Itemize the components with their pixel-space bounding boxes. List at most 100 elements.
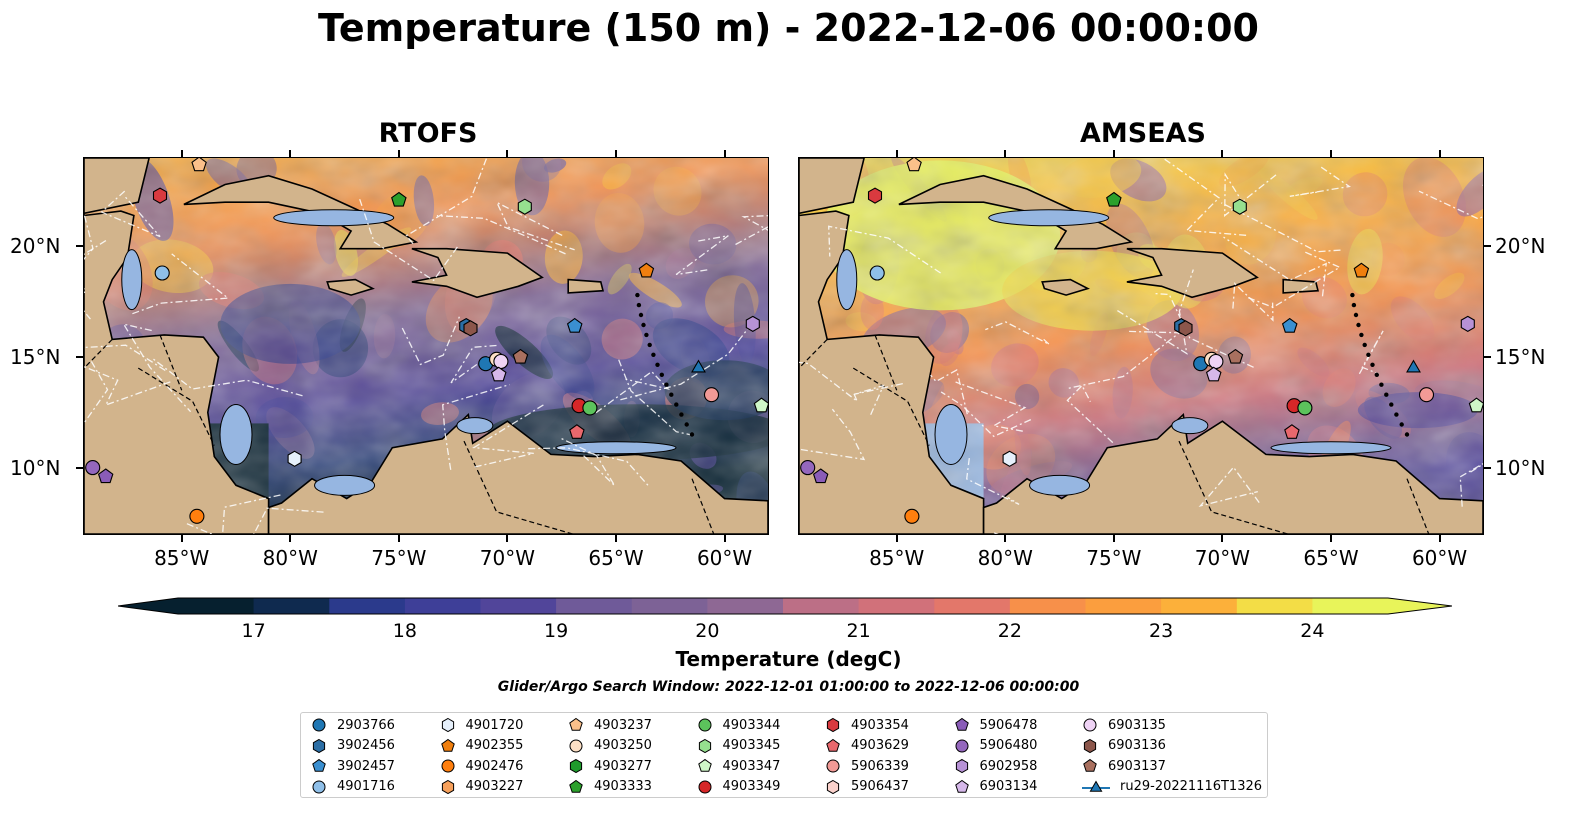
- legend-marker-pentagon-icon: [954, 779, 969, 793]
- float-marker-4903347: [1468, 397, 1483, 413]
- y-tick-mark: [76, 356, 83, 359]
- float-marker-4903333: [1106, 191, 1122, 207]
- legend-item: 4901720: [440, 717, 524, 733]
- x-tick-mark-top: [1004, 150, 1007, 157]
- colorbar-bin: [783, 598, 860, 614]
- land-jamaica: [1041, 278, 1090, 296]
- map-panel-amseas[interactable]: [798, 157, 1484, 535]
- legend-item: 6903135: [1082, 717, 1166, 733]
- legend-item: 4901716: [311, 779, 395, 795]
- legend-item: 4903629: [825, 738, 909, 754]
- x-tick-mark: [615, 535, 617, 542]
- legend-marker-pentagon-icon: [312, 758, 326, 772]
- y-tick-label-right: 20°N: [1495, 234, 1546, 259]
- colorbar-bin: [178, 598, 255, 614]
- colorbar-tick-label: 23: [1149, 620, 1174, 642]
- colorbar-bin: [253, 598, 330, 614]
- legend-marker-circle-icon: [312, 780, 326, 793]
- x-tick-mark-top: [1330, 150, 1332, 157]
- colorbar-bin: [1312, 598, 1389, 614]
- colorbar: [117, 594, 1453, 618]
- float-marker-6903136: [1178, 320, 1193, 337]
- colorbar-bin: [934, 598, 1011, 614]
- colorbar-bin: [1236, 598, 1313, 614]
- float-marker-6902958: [745, 315, 760, 333]
- legend-item: 4903347: [697, 758, 780, 774]
- x-tick-mark-top: [1221, 150, 1224, 157]
- x-tick-mark: [397, 535, 400, 542]
- legend-label: 4903349: [722, 779, 781, 794]
- x-tick-mark-top: [397, 150, 400, 157]
- x-tick-mark: [895, 535, 898, 542]
- x-tick-mark: [1004, 535, 1007, 542]
- y-tick-label-left: 10°N: [10, 455, 61, 480]
- legend-item: 5906437: [825, 779, 909, 795]
- legend-label: 4901716: [337, 779, 395, 794]
- legend-item: 6903134: [954, 779, 1038, 795]
- float-marker-4903354: [867, 187, 883, 204]
- land-hispaniola: [1126, 247, 1259, 299]
- y-tick-label-right: 15°N: [1495, 345, 1546, 370]
- float-marker-4903344: [1297, 400, 1313, 416]
- colorbar-tick-label: 22: [997, 620, 1022, 642]
- legend-item: 3902457: [311, 758, 395, 774]
- float-marker-6903135: [493, 353, 509, 370]
- legend-label: 4903354: [851, 717, 909, 733]
- colorbar-bin: [1009, 598, 1086, 614]
- colorbar-tick-label: 24: [1300, 620, 1325, 642]
- legend-label: 6903134: [979, 779, 1038, 794]
- legend-label: 4903344: [722, 717, 781, 733]
- x-tick-label: 70°W: [1194, 546, 1251, 570]
- colorbar-tick-label: 19: [544, 620, 569, 642]
- float-marker-4902355: [1353, 262, 1370, 278]
- map-panel-rtofs[interactable]: [83, 157, 769, 535]
- legend-marker-hexagon-icon: [698, 738, 711, 753]
- legend-item: 4903349: [697, 779, 781, 795]
- float-marker-4903629: [569, 424, 585, 439]
- legend-marker-hexagon-icon: [955, 758, 968, 774]
- colorbar-bin: [707, 598, 784, 614]
- colorbar-bin: [1085, 598, 1162, 614]
- colorbar-tick-label: 18: [392, 620, 417, 642]
- legend-label: 4903237: [594, 717, 652, 733]
- float-marker-ru29-20221116T1326: [1406, 359, 1421, 373]
- legend-item: 4903237: [568, 717, 652, 733]
- legend-item: 6902958: [954, 758, 1037, 774]
- legend-label: 4902355: [465, 738, 524, 753]
- figure-title: Temperature (150 m) - 2022-12-06 00:00:0…: [317, 6, 1259, 50]
- colorbar-bin: [480, 598, 557, 614]
- legend-marker-circle-icon: [826, 759, 840, 773]
- x-tick-mark: [506, 535, 509, 542]
- land-jamaica: [326, 278, 375, 296]
- legend-label: 6903137: [1108, 758, 1166, 774]
- float-marker-4901720: [1002, 450, 1017, 467]
- x-tick-mark-top: [615, 150, 617, 157]
- float-marker-4903354: [152, 187, 168, 204]
- legend-label: 4902476: [465, 758, 524, 774]
- colorbar-tick-label: 20: [695, 620, 720, 642]
- legend-label: 4901720: [465, 717, 524, 733]
- legend-item: 4902355: [440, 738, 524, 754]
- search-window-text: Glider/Argo Search Window: 2022-12-01 01…: [497, 679, 1080, 695]
- x-tick-mark: [1112, 535, 1115, 542]
- legend-item: 4903333: [568, 779, 652, 795]
- float-marker-4903629: [1284, 424, 1300, 439]
- float-marker-5906480: [85, 460, 101, 476]
- float-marker-6903137: [1227, 348, 1244, 364]
- legend-marker-circle-icon: [955, 739, 968, 752]
- x-tick-label: 80°W: [262, 546, 318, 570]
- legend-marker-pentagon-icon: [954, 717, 969, 731]
- legend-item: 4902476: [440, 758, 524, 774]
- legend-marker-hexagon-icon: [1083, 738, 1097, 753]
- legend-item: 4903227: [440, 779, 523, 795]
- x-tick-label: 80°W: [977, 546, 1033, 570]
- float-marker-4901716: [869, 265, 885, 281]
- float-marker-5906339: [703, 387, 720, 403]
- panel-title-amseas: AMSEAS: [1080, 118, 1206, 149]
- colorbar-bin: [404, 598, 481, 614]
- float-marker-6903136: [463, 320, 478, 337]
- float-marker-4903344: [582, 400, 598, 416]
- legend-marker-pentagon-icon: [697, 758, 712, 772]
- legend-marker-pentagon-icon: [440, 738, 455, 752]
- legend-label: 6903136: [1108, 738, 1166, 753]
